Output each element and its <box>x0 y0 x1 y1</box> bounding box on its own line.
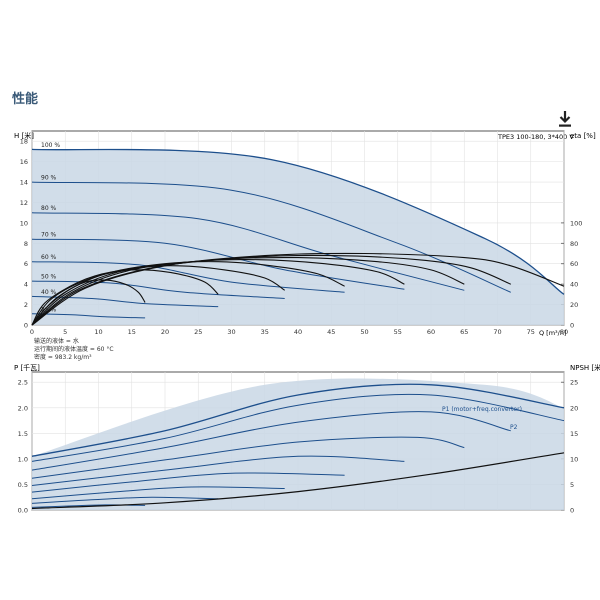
y2-tick-label: 10 <box>570 455 578 463</box>
series-line <box>31 383 565 457</box>
x-tick-label: 15 <box>128 328 136 336</box>
efficiency-line <box>31 265 286 326</box>
y-tick-label: 16 <box>20 158 28 166</box>
series-line <box>31 295 219 308</box>
p1-annotation: P1 (motor+freq.converter) <box>442 406 522 413</box>
series-line <box>31 486 285 500</box>
efficiency-line <box>31 259 405 326</box>
power-axis-label: P [千瓦] <box>14 363 40 372</box>
y2-tick-label: 100 <box>570 219 582 227</box>
x-tick-label: 20 <box>161 328 169 336</box>
y2-tick-label: 20 <box>570 301 578 309</box>
y-tick-label: 2.5 <box>18 379 28 387</box>
y-tick-label: 2.0 <box>18 404 28 412</box>
fluid-note: 运行期间的液体温度 = 60 °C <box>34 345 114 353</box>
y-tick-label: 10 <box>20 219 28 227</box>
y2-tick-label: 20 <box>570 404 578 412</box>
eta-axis-label: eta [%] <box>570 132 596 140</box>
series-line <box>31 411 511 471</box>
speed-label: 60 % <box>41 254 57 261</box>
chart-title: TPE3 100-180, 3*400 V <box>497 133 574 141</box>
y-tick-label: 6 <box>24 260 28 268</box>
x-tick-label: 35 <box>261 328 269 336</box>
fluid-note: 密度 = 983.2 kg/m³ <box>34 353 92 361</box>
y2-tick-label: 0 <box>570 322 574 330</box>
series-line <box>31 261 345 293</box>
y-tick-label: 0 <box>24 322 28 330</box>
y2-tick-label: 0 <box>570 507 574 515</box>
x-tick-label: 55 <box>394 328 402 336</box>
y-tick-label: 18 <box>20 138 28 146</box>
power-chart: P [千瓦] NPSH [米] 0.0 0.5 1.0 1.5 2.0 2.5 0 5 10 15… <box>14 363 600 515</box>
series-line <box>31 472 345 493</box>
x-tick-label: 5 <box>63 328 67 336</box>
y2-tick-label: 15 <box>570 430 578 438</box>
x-tick-label: 70 <box>493 328 501 336</box>
efficiency-line <box>31 269 219 326</box>
speed-label: 25 % <box>41 306 57 313</box>
operating-area <box>32 378 564 510</box>
download-icon[interactable] <box>557 110 573 128</box>
series-line <box>31 313 146 319</box>
x-tick-label: 75 <box>527 328 535 336</box>
y2-tick-label: 40 <box>570 281 578 289</box>
head-chart: H [米] eta [%] TPE3 100-180, 3*400 V Q [m… <box>14 130 596 361</box>
y-tick-label: 4 <box>24 281 28 289</box>
y-tick-label: 1.5 <box>18 430 28 438</box>
series-line <box>31 436 465 479</box>
y2-tick-label: 5 <box>570 481 574 489</box>
npsh-axis-label: NPSH [米] <box>570 363 600 372</box>
speed-label: 90 % <box>41 175 57 182</box>
operating-area <box>32 149 564 325</box>
fluid-note: 输送的液体 = 水 <box>34 337 79 345</box>
y-tick-label: 14 <box>20 179 28 187</box>
x-tick-label: 30 <box>227 328 235 336</box>
speed-label: 100 % <box>41 142 60 149</box>
efficiency-line <box>31 256 465 326</box>
x-tick-label: 25 <box>194 328 202 336</box>
y-tick-label: 8 <box>24 240 28 248</box>
y-tick-label: 0.5 <box>18 481 28 489</box>
x-tick-label: 10 <box>94 328 102 336</box>
speed-label: 50 % <box>41 274 57 281</box>
y2-tick-label: 25 <box>570 379 578 387</box>
series-line <box>31 455 405 486</box>
y2-tick-label: 60 <box>570 260 578 268</box>
x-tick-label: 45 <box>327 328 335 336</box>
y-tick-label: 12 <box>20 199 28 207</box>
speed-label: 80 % <box>41 205 57 212</box>
head-axis-label: H [米] <box>14 131 34 140</box>
npsh-line <box>31 452 565 510</box>
speed-label: 70 % <box>41 232 57 239</box>
x-tick-label: 60 <box>427 328 435 336</box>
y2-tick-label: 80 <box>570 240 578 248</box>
flow-axis-label: Q [m³/h] <box>539 329 567 337</box>
y-tick-label: 2 <box>24 301 28 309</box>
y-tick-label: 1.0 <box>18 455 28 463</box>
efficiency-line <box>31 279 146 326</box>
x-tick-label: 65 <box>460 328 468 336</box>
x-tick-label: 40 <box>294 328 302 336</box>
x-tick-label: 80 <box>560 328 568 336</box>
series-line <box>31 238 405 290</box>
series-line <box>31 393 565 462</box>
y-tick-label: 0.0 <box>18 507 28 515</box>
section-title: 性能 <box>12 92 39 107</box>
x-tick-label: 50 <box>360 328 368 336</box>
efficiency-line <box>31 252 565 326</box>
series-line <box>31 148 565 295</box>
speed-label: 40 % <box>41 289 57 296</box>
series-line <box>31 181 511 293</box>
series-line <box>31 280 285 299</box>
series-line <box>31 496 219 504</box>
x-tick-label: 0 <box>30 328 34 336</box>
series-line <box>31 212 465 291</box>
p2-annotation: P2 <box>510 424 518 431</box>
efficiency-line <box>31 254 512 326</box>
